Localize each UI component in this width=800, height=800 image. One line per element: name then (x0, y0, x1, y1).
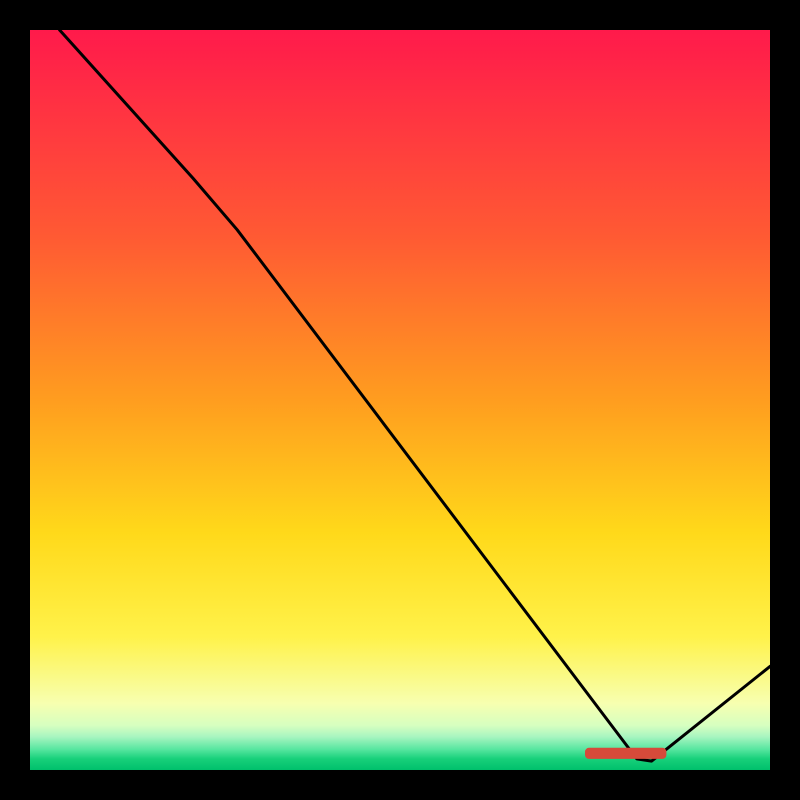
plot-area (30, 30, 770, 770)
optimal-marker (585, 748, 666, 759)
chart-svg (0, 0, 800, 800)
chart-container: TheBottleneck.com (0, 0, 800, 800)
